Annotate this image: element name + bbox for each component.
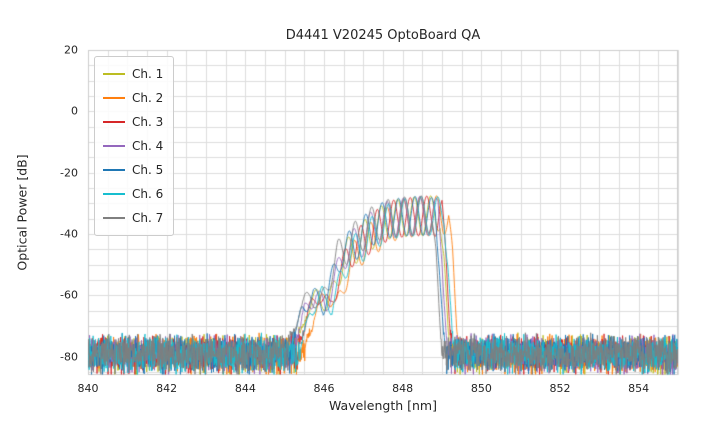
legend-line-swatch — [103, 169, 125, 171]
legend-label: Ch. 5 — [132, 163, 164, 177]
legend-line-swatch — [103, 121, 125, 123]
legend-item: Ch. 2 — [103, 86, 163, 110]
legend-item: Ch. 7 — [103, 206, 163, 230]
legend-item: Ch. 3 — [103, 110, 163, 134]
legend-item: Ch. 5 — [103, 158, 163, 182]
legend: Ch. 1 Ch. 2 Ch. 3 Ch. 4 Ch. 5 Ch. 6 Ch. 7 — [94, 56, 175, 236]
legend-item: Ch. 6 — [103, 182, 163, 206]
legend-item: Ch. 1 — [103, 62, 163, 86]
legend-label: Ch. 1 — [132, 67, 164, 81]
legend-line-swatch — [103, 97, 125, 99]
legend-item: Ch. 4 — [103, 134, 163, 158]
chart-title: D4441 V20245 OptoBoard QA — [285, 28, 481, 43]
x-axis-label: Wavelength [nm] — [329, 398, 437, 413]
legend-line-swatch — [103, 73, 125, 75]
legend-label: Ch. 6 — [132, 187, 164, 201]
legend-line-swatch — [103, 193, 125, 195]
legend-line-swatch — [103, 145, 125, 147]
legend-line-swatch — [103, 217, 125, 219]
legend-label: Ch. 7 — [132, 211, 164, 225]
legend-label: Ch. 2 — [132, 91, 164, 105]
y-axis-label: Optical Power [dB] — [14, 154, 30, 271]
legend-label: Ch. 3 — [132, 115, 164, 129]
legend-label: Ch. 4 — [132, 139, 164, 153]
